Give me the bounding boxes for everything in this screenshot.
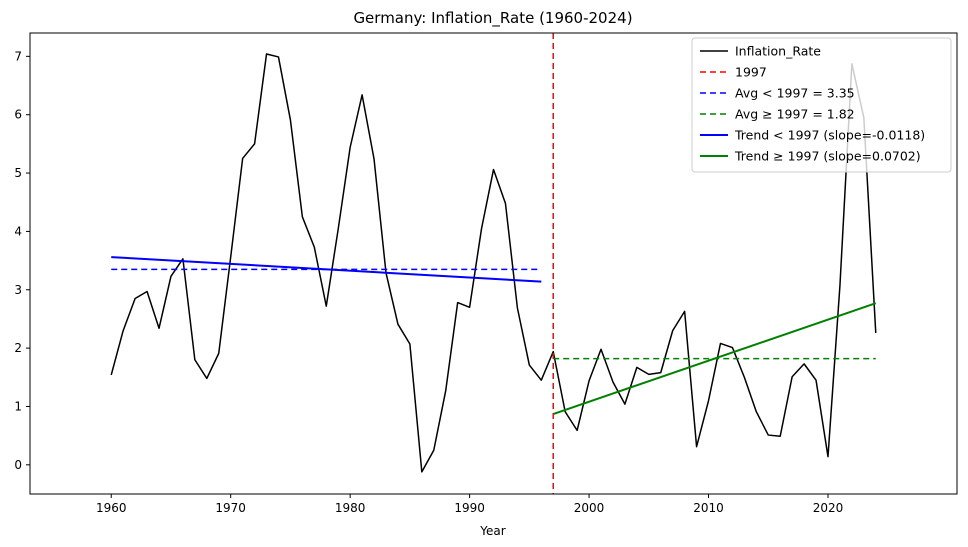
legend-label: Trend < 1997 (slope=-0.0118) (734, 128, 925, 143)
legend-label: Avg ≥ 1997 = 1.82 (735, 107, 855, 122)
y-tick-label: 2 (14, 341, 22, 355)
x-tick-label: 2020 (813, 501, 844, 515)
y-tick-label: 1 (14, 399, 22, 413)
x-axis: 1960 1970 1980 1990 2000 2010 2020 (96, 494, 843, 515)
series-line-3 (111, 256, 542, 283)
y-tick-label: 6 (14, 108, 22, 122)
plot-area (110, 33, 877, 494)
x-tick-label: 1970 (215, 501, 246, 515)
y-axis: 0 1 2 3 4 5 6 7 (14, 49, 30, 472)
series-line-0 (110, 53, 877, 473)
y-tick-label: 4 (14, 224, 22, 238)
legend-label: Avg < 1997 = 3.35 (735, 86, 855, 101)
x-tick-label: 1960 (96, 501, 127, 515)
chart-title: Germany: Inflation_Rate (1960-2024) (353, 9, 632, 28)
x-axis-label: Year (479, 524, 505, 538)
legend-label: Inflation_Rate (735, 44, 821, 59)
y-tick-label: 0 (14, 458, 22, 472)
y-tick-label: 5 (14, 166, 22, 180)
legend-label: Trend ≥ 1997 (slope=0.0702) (734, 149, 921, 164)
legend-box (691, 37, 952, 173)
y-tick-label: 7 (14, 49, 22, 63)
legend: Inflation_Rate 1997 Avg < 1997 = 3.35 Avg ≥… (691, 37, 952, 173)
y-tick-label: 3 (14, 283, 22, 297)
x-tick-label: 2000 (574, 501, 605, 515)
plot-frame (29, 32, 958, 495)
series-line-4 (552, 302, 877, 415)
x-tick-label: 2010 (693, 501, 724, 515)
legend-label: 1997 (735, 65, 767, 80)
x-tick-label: 1990 (454, 501, 485, 515)
x-tick-label: 1980 (335, 501, 366, 515)
